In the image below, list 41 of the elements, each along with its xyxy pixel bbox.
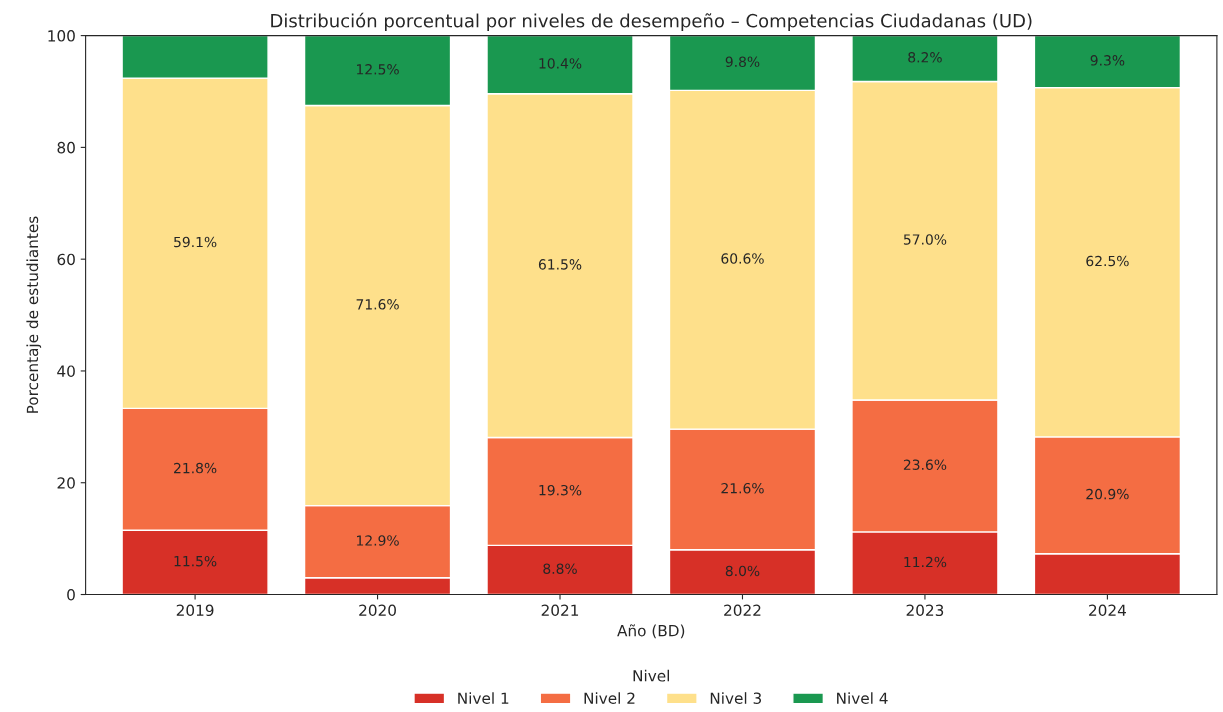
data-label: 8.8% (543, 563, 577, 574)
data-label: 23.6% (903, 459, 947, 470)
legend-label: Nivel 4 (837, 692, 888, 704)
x-tick-label: 2019 (176, 604, 214, 617)
x-tick-label: 2022 (724, 604, 761, 617)
y-tick-label: 40 (57, 365, 75, 377)
x-tick-label: 2020 (359, 604, 396, 617)
legend-label: Nivel 1 (458, 692, 509, 704)
data-label: 12.9% (357, 535, 399, 546)
y-tick-label: 100 (48, 30, 75, 42)
data-label: 57.0% (903, 234, 947, 245)
data-label: 61.5% (538, 259, 582, 270)
data-label: 62.5% (1086, 255, 1129, 267)
y-tick-label: 80 (57, 141, 75, 154)
y-tick-label: 0 (67, 588, 75, 601)
data-label: 21.6% (721, 482, 764, 494)
data-label: 8.2% (908, 52, 942, 63)
x-tick-label: 2024 (1089, 604, 1126, 617)
data-label: 10.4% (539, 58, 582, 69)
chart-title: Distribución porcentual por niveles de desempeño – Competencias Ciudadanas (UD) (271, 12, 1032, 32)
data-label: 11.5% (174, 555, 217, 567)
data-label: 8.0% (725, 565, 760, 577)
data-label: 19.3% (539, 484, 582, 496)
data-label: 59.1% (174, 236, 217, 248)
data-label: 12.5% (357, 64, 399, 75)
data-label: 9.3% (1090, 55, 1125, 66)
data-label: 20.9% (1086, 488, 1129, 500)
legend-title: Nivel (633, 669, 669, 682)
y-axis-title: Porcentaje de estudiantes (26, 216, 42, 413)
data-label: 60.6% (721, 253, 764, 264)
y-tick-label: 60 (57, 253, 75, 266)
data-label: 21.8% (174, 462, 217, 474)
legend-label: Nivel 3 (710, 692, 762, 704)
x-tick-label: 2023 (906, 604, 944, 617)
legend-label: Nivel 2 (584, 692, 635, 704)
x-tick-label: 2021 (541, 604, 579, 617)
data-label: 9.8% (725, 56, 760, 68)
data-label: 71.6% (356, 299, 399, 310)
y-tick-label: 20 (57, 477, 75, 489)
x-axis-title: Año (BD) (617, 624, 685, 639)
data-label: 11.2% (904, 556, 947, 568)
